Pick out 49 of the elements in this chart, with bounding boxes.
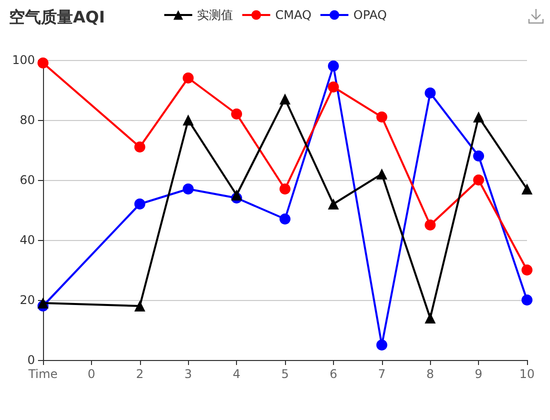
- y-tick-label: 20: [20, 293, 35, 307]
- x-tick-label: 8: [426, 367, 434, 381]
- point: [38, 58, 48, 68]
- point: [522, 264, 532, 276]
- legend-label: CMAQ: [275, 8, 312, 22]
- x-tick-label: 7: [378, 367, 386, 381]
- point: [328, 82, 339, 92]
- x-tick-label: 6: [330, 367, 338, 381]
- point: [38, 298, 48, 308]
- point: [231, 190, 242, 200]
- point: [376, 112, 388, 122]
- y-tick-label: 0: [27, 353, 35, 367]
- x-tick-label: 5: [281, 367, 289, 381]
- point: [376, 168, 388, 180]
- point: [182, 184, 194, 194]
- point: [280, 214, 290, 224]
- legend-label: OPAQ: [353, 8, 387, 22]
- point: [473, 112, 484, 122]
- x-tick-label: 4: [232, 367, 240, 381]
- x-tick-label: 3: [184, 367, 192, 381]
- x-tick-label: Time: [27, 367, 58, 381]
- point: [522, 184, 532, 194]
- point: [231, 108, 242, 120]
- point: [424, 220, 436, 230]
- legend-label: 实测值: [197, 8, 234, 22]
- point: [424, 312, 436, 324]
- point: [328, 60, 339, 72]
- point: [424, 88, 436, 98]
- point: [328, 198, 339, 210]
- point: [522, 294, 532, 306]
- point: [280, 94, 290, 104]
- point: [376, 340, 388, 350]
- y-tick-label: 80: [20, 113, 35, 127]
- y-tick-label: 100: [12, 53, 35, 67]
- chart-title: 空气质量AQI: [9, 8, 105, 26]
- point: [134, 300, 146, 312]
- x-tick-label: 9: [474, 367, 482, 381]
- point: [280, 184, 290, 194]
- point: [473, 150, 484, 162]
- point: [182, 72, 194, 84]
- x-tick-label: 0: [88, 367, 96, 381]
- x-tick-label: 10: [519, 367, 535, 381]
- y-tick-label: 40: [20, 233, 35, 247]
- point: [134, 142, 146, 152]
- point: [182, 114, 194, 126]
- point: [473, 174, 484, 186]
- y-tick-label: 60: [20, 173, 35, 187]
- point: [134, 198, 146, 210]
- x-tick-label: 2: [136, 367, 144, 381]
